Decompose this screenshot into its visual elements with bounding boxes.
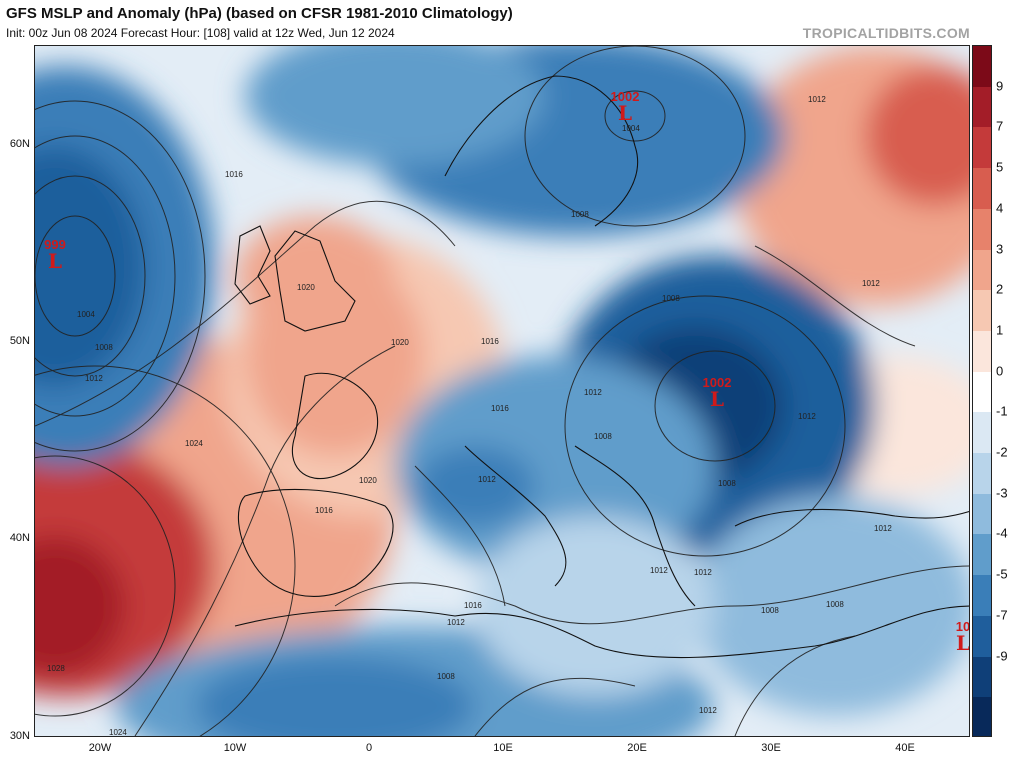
low-pressure-center: 10 L — [955, 619, 970, 655]
low-pressure-value: 1002 — [702, 375, 732, 390]
colorbar-label: -4 — [996, 525, 1008, 541]
low-pressure-center: 999 L — [44, 238, 66, 271]
colorbar-segment — [973, 127, 991, 170]
colorbar-label: -9 — [996, 648, 1008, 664]
isobar-label: 1012 — [447, 618, 465, 627]
low-pressure-letter: L — [47, 249, 63, 273]
lon-label: 20E — [627, 742, 647, 754]
colorbar-segment — [973, 453, 991, 495]
colorbar-segment — [973, 168, 991, 210]
colorbar-label: 4 — [996, 200, 1004, 216]
low-pressure-center: 1002 L — [703, 376, 732, 409]
colorbar-segment — [973, 412, 991, 455]
colorbar-label: -3 — [996, 485, 1008, 501]
isobar-label: 1008 — [718, 479, 736, 488]
isobar-label: 1012 — [85, 374, 103, 383]
chart-title: GFS MSLP and Anomaly (hPa) (based on CFS… — [6, 5, 513, 22]
colorbar-segment — [973, 697, 991, 736]
colorbar-label: -2 — [996, 444, 1008, 460]
colorbar-label: 2 — [996, 281, 1004, 297]
anomaly-colorbar — [972, 45, 992, 737]
isobar-label: 1012 — [699, 706, 717, 715]
colorbar-segment — [973, 86, 991, 129]
lon-label: 10W — [223, 742, 247, 754]
isobar-label: 1028 — [47, 664, 65, 673]
isobar-label: 1008 — [826, 600, 844, 609]
isobar-label: 1016 — [481, 337, 499, 346]
colorbar-label: 3 — [996, 241, 1004, 257]
colorbar-label: 1 — [996, 322, 1004, 338]
isobar-label: 1012 — [694, 568, 712, 577]
colorbar-label: -7 — [996, 607, 1008, 623]
colorbar-segment — [973, 534, 991, 577]
colorbar-segment — [973, 208, 991, 251]
lon-label: 10E — [493, 742, 513, 754]
isobar-label: 1008 — [594, 432, 612, 441]
isobar-label: 1012 — [862, 279, 880, 288]
isobar-label: 1008 — [95, 343, 113, 352]
colorbar-label: -5 — [996, 566, 1008, 582]
colorbar-segment — [973, 46, 991, 88]
colorbar-segment — [973, 330, 991, 373]
isobar-label: 1004 — [77, 310, 95, 319]
isobar-label: 1012 — [584, 388, 602, 397]
colorbar-label: 5 — [996, 159, 1004, 175]
colorbar-label: -1 — [996, 403, 1008, 419]
colorbar-label: 7 — [996, 118, 1004, 134]
lat-label: 50N — [9, 335, 30, 347]
isobar-label: 1012 — [798, 412, 816, 421]
isobar-label: 1020 — [359, 476, 377, 485]
isobar-label: 1008 — [662, 294, 680, 303]
isobar-label: 1016 — [464, 601, 482, 610]
lon-label: 20W — [88, 742, 112, 754]
isobar-label: 1008 — [761, 606, 779, 615]
chart-subtitle: Init: 00z Jun 08 2024 Forecast Hour: [10… — [6, 26, 395, 40]
isobar-label: 1008 — [437, 672, 455, 681]
colorbar-segment — [973, 290, 991, 332]
isobar-label: 1012 — [650, 566, 668, 575]
brand-watermark: TROPICALTIDBITS.COM — [802, 25, 970, 41]
colorbar-segment — [973, 615, 991, 658]
low-pressure-value: 999 — [44, 237, 66, 252]
isobar-label: 1008 — [571, 210, 589, 219]
lon-label: 30E — [761, 742, 781, 754]
lat-label: 30N — [9, 730, 30, 742]
colorbar-segment — [973, 575, 991, 617]
low-pressure-value: 1002 — [610, 89, 640, 104]
isobar-label: 1024 — [185, 439, 203, 448]
isobar-label: 1020 — [297, 283, 315, 292]
colorbar-segment — [973, 371, 991, 414]
map-canvas — [35, 46, 969, 736]
isobar-label: 1020 — [391, 338, 409, 347]
lon-label: 0 — [365, 742, 373, 754]
colorbar-label: 9 — [996, 78, 1004, 94]
low-pressure-value: 10 — [955, 619, 970, 634]
isobar-label: 1012 — [874, 524, 892, 533]
colorbar-label: 0 — [996, 363, 1004, 379]
lat-label: 60N — [9, 138, 30, 150]
isobar-label: 1016 — [491, 404, 509, 413]
isobar-label: 1016 — [315, 506, 333, 515]
isobar-label: 1012 — [808, 95, 826, 104]
lon-label: 40E — [895, 742, 915, 754]
isobar-label: 1016 — [225, 170, 243, 179]
colorbar-segment — [973, 493, 991, 536]
anomaly-map: 999 L 1002 L 1002 L 10 L 1016 1020 1004 … — [34, 45, 970, 737]
isobar-label: 1024 — [109, 728, 127, 737]
colorbar-segment — [973, 249, 991, 292]
low-pressure-letter: L — [617, 101, 633, 125]
low-pressure-letter: L — [709, 387, 725, 411]
low-pressure-center: 1002 L — [611, 90, 640, 123]
isobar-label: 1004 — [622, 124, 640, 133]
lat-label: 40N — [9, 532, 30, 544]
low-pressure-letter: L — [955, 631, 970, 655]
isobar-label: 1012 — [478, 475, 496, 484]
colorbar-segment — [973, 656, 991, 699]
